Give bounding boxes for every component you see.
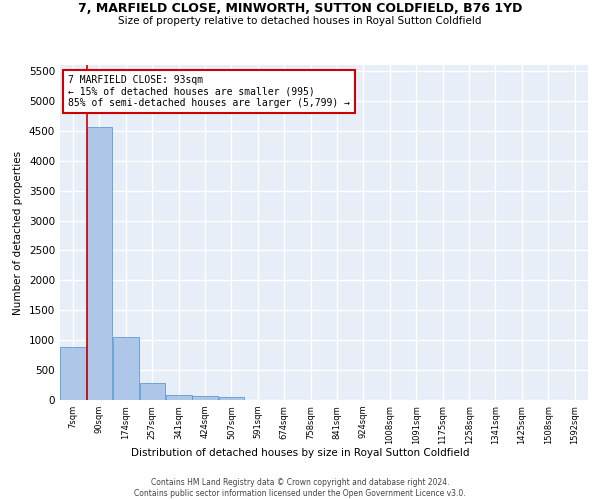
Bar	[193, 396, 218, 400]
Bar	[140, 383, 165, 400]
Bar	[61, 348, 86, 400]
Bar	[86, 126, 112, 400]
Bar	[113, 336, 139, 400]
Bar	[166, 394, 191, 400]
Text: Contains HM Land Registry data © Crown copyright and database right 2024.
Contai: Contains HM Land Registry data © Crown c…	[134, 478, 466, 498]
Text: Size of property relative to detached houses in Royal Sutton Coldfield: Size of property relative to detached ho…	[118, 16, 482, 26]
Y-axis label: Number of detached properties: Number of detached properties	[13, 150, 23, 314]
Text: 7 MARFIELD CLOSE: 93sqm
← 15% of detached houses are smaller (995)
85% of semi-d: 7 MARFIELD CLOSE: 93sqm ← 15% of detache…	[68, 75, 350, 108]
Text: Distribution of detached houses by size in Royal Sutton Coldfield: Distribution of detached houses by size …	[131, 448, 469, 458]
Text: 7, MARFIELD CLOSE, MINWORTH, SUTTON COLDFIELD, B76 1YD: 7, MARFIELD CLOSE, MINWORTH, SUTTON COLD…	[78, 2, 522, 16]
Bar	[218, 396, 244, 400]
